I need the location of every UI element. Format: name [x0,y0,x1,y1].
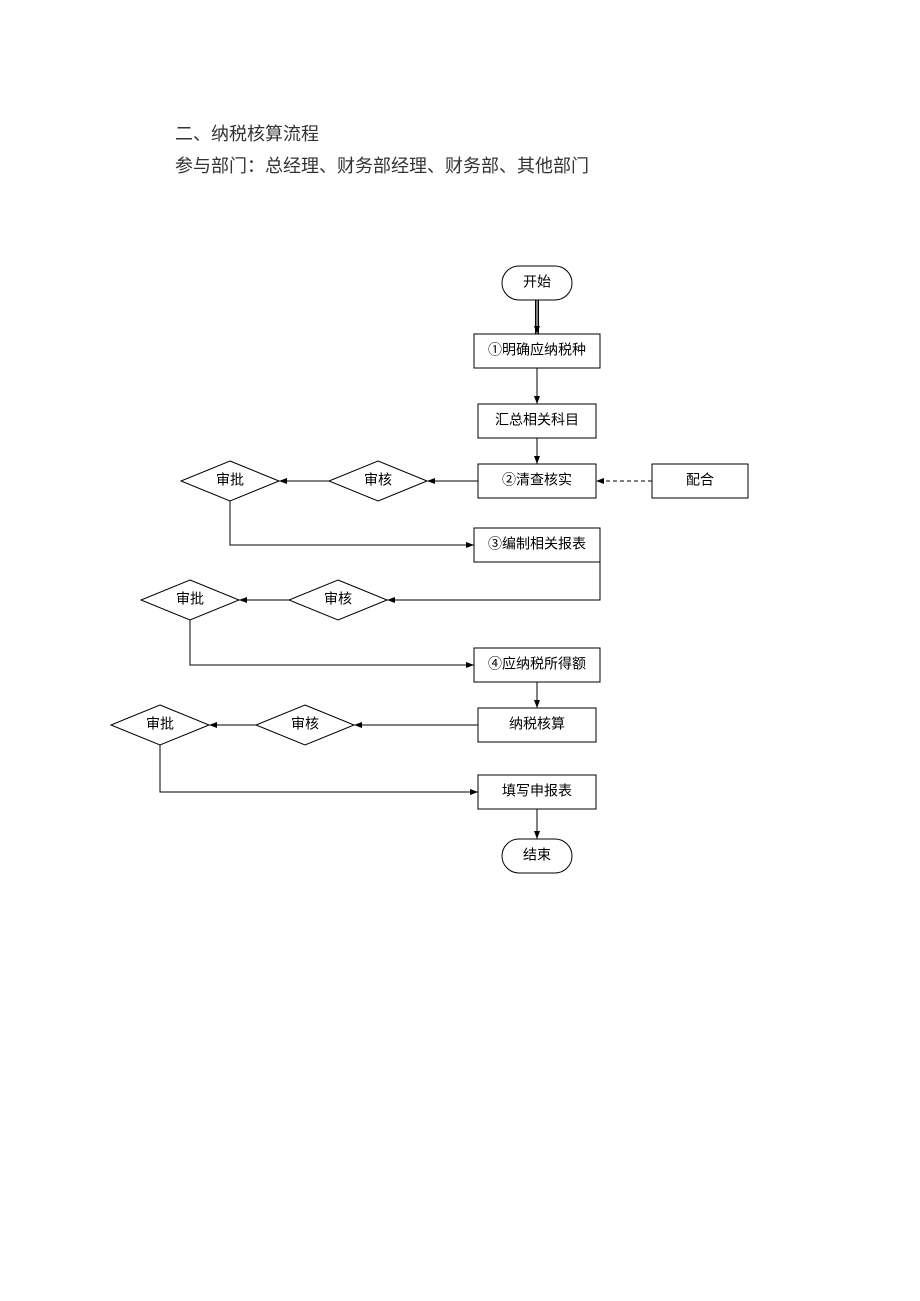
node-d2a: 审核 [289,580,387,620]
svg-text:纳税核算: 纳税核算 [509,717,565,733]
node-coop: 配合 [652,464,748,498]
node-d3a: 审核 [256,705,354,745]
svg-text:结束: 结束 [523,848,551,864]
svg-text:②清查核实: ②清查核实 [502,473,572,489]
node-d1b: 审批 [181,461,279,501]
node-n7: 填写申报表 [478,775,596,809]
svg-text:审核: 审核 [324,592,352,608]
node-n6: 纳税核算 [478,708,596,742]
svg-text:④应纳税所得额: ④应纳税所得额 [488,656,586,673]
svg-text:审核: 审核 [364,473,392,489]
node-end: 结束 [502,839,572,873]
svg-text:审批: 审批 [146,717,174,733]
svg-text:开始: 开始 [523,275,551,291]
flowchart-diagram: 开始①明确应纳税种汇总相关科目②清查核实审核审批配合③编制相关报表审核审批④应纳… [0,0,920,1301]
svg-text:配合: 配合 [686,473,714,489]
svg-text:①明确应纳税种: ①明确应纳税种 [488,342,586,359]
node-d1a: 审核 [329,461,427,501]
node-start: 开始 [502,266,572,300]
node-n4: ③编制相关报表 [474,528,600,562]
node-n2: 汇总相关科目 [478,404,596,438]
node-n5: ④应纳税所得额 [474,648,600,682]
node-d2b: 审批 [141,580,239,620]
svg-text:审核: 审核 [291,717,319,733]
svg-text:③编制相关报表: ③编制相关报表 [488,537,586,553]
svg-text:审批: 审批 [176,592,204,608]
svg-text:填写申报表: 填写申报表 [502,784,572,800]
svg-text:汇总相关科目: 汇总相关科目 [495,413,579,429]
node-n3: ②清查核实 [478,464,596,498]
svg-text:审批: 审批 [216,473,244,489]
node-d3b: 审批 [111,705,209,745]
node-n1: ①明确应纳税种 [474,334,600,368]
